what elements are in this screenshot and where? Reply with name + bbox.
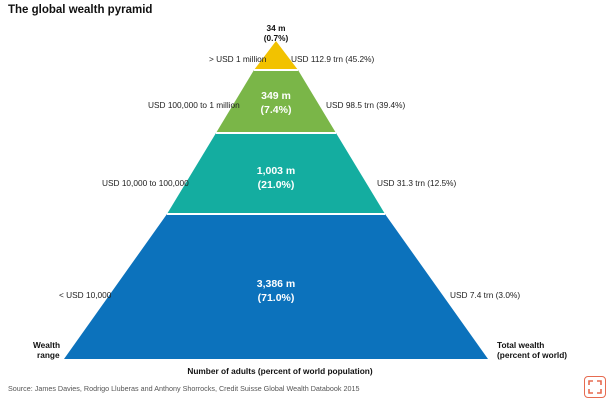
total-wealth-label-1: Total wealth bbox=[497, 340, 545, 350]
tier-top-range: > USD 1 million bbox=[209, 54, 267, 64]
tier-middle-share: (21.0%) bbox=[257, 179, 295, 191]
tier-upper-adults: 349 m bbox=[261, 90, 291, 102]
tier-base-share: (71.0%) bbox=[257, 292, 295, 304]
tier-base-range: < USD 10,000 bbox=[59, 290, 112, 300]
tier-top-wealth: USD 112.9 trn (45.2%) bbox=[291, 54, 375, 64]
tier-base-wealth: USD 7.4 trn (3.0%) bbox=[450, 290, 521, 300]
tier-top-band bbox=[254, 41, 298, 70]
wealth-range-label-1: Wealth bbox=[33, 340, 61, 350]
tier-base-band bbox=[64, 214, 488, 359]
tier-middle-adults: 1,003 m bbox=[256, 165, 296, 177]
expand-icon[interactable] bbox=[584, 376, 606, 398]
total-wealth-label-2: (percent of world) bbox=[497, 350, 568, 360]
tier-middle-range: USD 10,000 to 100,000 bbox=[102, 178, 189, 188]
tier-top-adults: 34 m bbox=[266, 23, 286, 33]
page-title: The global wealth pyramid bbox=[8, 4, 153, 16]
wealth-range-label-2: range bbox=[37, 350, 60, 360]
x-axis-label: Number of adults (percent of world popul… bbox=[187, 366, 373, 376]
tier-upper-range: USD 100,000 to 1 million bbox=[148, 100, 240, 110]
tier-upper-wealth: USD 98.5 trn (39.4%) bbox=[326, 100, 406, 110]
tier-middle-band bbox=[167, 133, 385, 214]
tier-middle-wealth: USD 31.3 trn (12.5%) bbox=[377, 178, 457, 188]
tier-upper-band bbox=[216, 70, 336, 133]
source-note: Source: James Davies, Rodrigo Lluberas a… bbox=[8, 384, 360, 393]
tier-base-adults: 3,386 m bbox=[256, 278, 296, 290]
tier-upper-share: (7.4%) bbox=[260, 104, 292, 116]
tier-top-share: (0.7%) bbox=[263, 33, 289, 43]
